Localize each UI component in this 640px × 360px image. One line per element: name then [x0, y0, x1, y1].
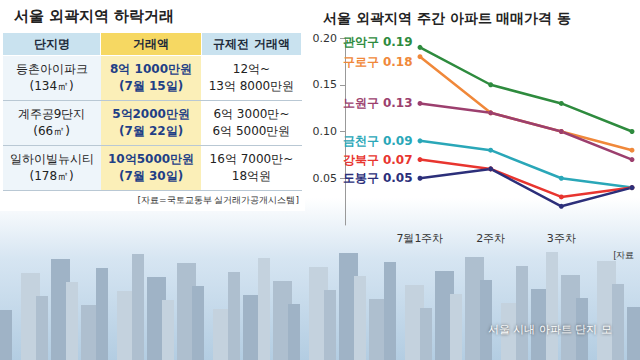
html-text:(7월 30일): (7월 30일) — [119, 169, 184, 183]
svg-text:0.10: 0.10 — [313, 125, 338, 138]
svg-text:금천구 0.09: 금천구 0.09 — [343, 134, 413, 148]
html-text:[자료=국토교통부 실거래가공개시스템]: [자료=국토교통부 실거래가공개시스템] — [137, 195, 299, 205]
html-text:18억원: 18억원 — [231, 169, 272, 183]
svg-text:0.20: 0.20 — [313, 32, 338, 45]
html-text:6억 5000만원: 6억 5000만원 — [212, 124, 291, 138]
svg-text:강북구 0.07: 강북구 0.07 — [343, 153, 413, 167]
html-text:12억~: 12억~ — [232, 62, 271, 76]
html-text:거래액: 거래액 — [133, 36, 169, 51]
html-text:6억 3000만~: 6억 3000만~ — [213, 107, 290, 121]
svg-text:[자료: [자료 — [613, 250, 634, 260]
html-text:단지명: 단지명 — [33, 36, 70, 51]
html-text:서울 외곽지역 하락거래: 서울 외곽지역 하락거래 — [14, 7, 175, 25]
svg-text:구로구 0.18: 구로구 0.18 — [343, 55, 413, 69]
svg-text:7월1주차: 7월1주차 — [397, 232, 444, 245]
html-text:일하이빌뉴시티: 일하이빌뉴시티 — [9, 152, 94, 166]
html-text:(178㎡): (178㎡) — [29, 169, 74, 183]
svg-text:도봉구 0.05: 도봉구 0.05 — [343, 171, 413, 185]
html-text:계주공9단지: 계주공9단지 — [17, 107, 86, 121]
html-text:서울 시내 아파트 단지 모: 서울 시내 아파트 단지 모 — [488, 323, 612, 336]
html-text:(7월 22일): (7월 22일) — [119, 124, 184, 138]
html-text:10억5000만원: 10억5000만원 — [108, 152, 195, 166]
svg-text:노원구 0.13: 노원구 0.13 — [343, 96, 413, 110]
html-text:13억 8000만원: 13억 8000만원 — [208, 79, 295, 93]
svg-text:0.05: 0.05 — [313, 172, 338, 185]
html-text:5억2000만원: 5억2000만원 — [112, 107, 190, 121]
html-text:16억 7000만~: 16억 7000만~ — [209, 152, 294, 166]
html-text:등촌아이파크: 등촌아이파크 — [15, 62, 88, 76]
svg-text:3주차: 3주차 — [547, 232, 576, 245]
html-text:(134㎡): (134㎡) — [29, 79, 74, 93]
svg-text:서울 외곽지역 주간 아파트 매매가격 동: 서울 외곽지역 주간 아파트 매매가격 동 — [323, 10, 571, 26]
html-text:8억 1000만원: 8억 1000만원 — [110, 62, 192, 76]
html-text:규제전 거래액: 규제전 거래액 — [213, 36, 290, 51]
html-text:(66㎡): (66㎡) — [33, 124, 70, 138]
svg-text:관악구 0.19: 관악구 0.19 — [343, 35, 413, 49]
svg-text:2주차: 2주차 — [476, 232, 505, 245]
svg-text:0.15: 0.15 — [313, 78, 338, 91]
html-text:(7월 15일): (7월 15일) — [119, 79, 184, 93]
